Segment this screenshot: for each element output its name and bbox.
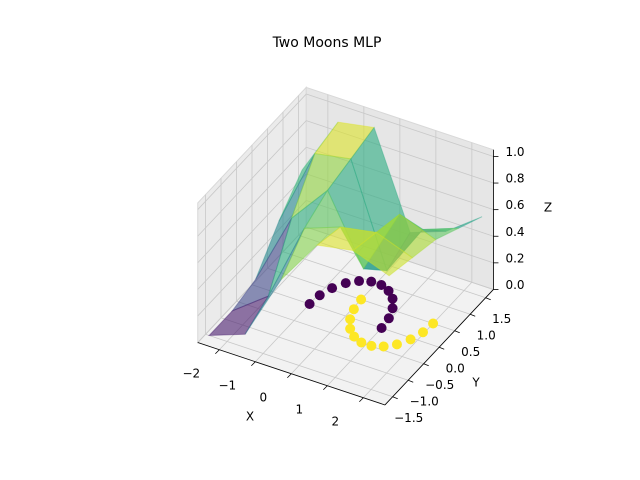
x-tick-label: 2 <box>332 414 340 428</box>
scatter-point <box>345 314 356 325</box>
y-tick-label: 1.0 <box>477 329 496 343</box>
y-tick-label: −1.0 <box>410 395 439 409</box>
z-tick-label: 0.2 <box>505 251 524 265</box>
tick-mark <box>251 361 256 367</box>
y-axis <box>384 289 494 406</box>
z-tick-label: 0.0 <box>505 278 524 292</box>
grid-line <box>282 251 471 315</box>
grid-line <box>197 146 307 264</box>
scatter-point <box>391 339 402 350</box>
tick-mark <box>392 396 398 400</box>
z-tick-label: 0.4 <box>505 225 524 239</box>
tick-mark <box>439 346 445 350</box>
y-tick-label: 1.5 <box>492 312 511 326</box>
tick-mark <box>215 349 220 355</box>
tick-mark <box>485 297 491 301</box>
x-tick-label: −1 <box>218 378 236 392</box>
scatter-point <box>428 318 439 329</box>
scatter-point <box>327 283 338 294</box>
grid-line <box>197 173 307 290</box>
y-tick-label: −0.5 <box>425 378 454 392</box>
scatter-point <box>356 337 367 348</box>
grid-line <box>236 300 424 365</box>
scatter-point <box>348 304 359 315</box>
y-tick-label: −1.5 <box>394 411 423 425</box>
scatter-point <box>354 276 365 287</box>
scatter-point <box>383 313 394 324</box>
scatter-point <box>378 341 389 352</box>
scatter-point <box>345 323 356 334</box>
grid-line <box>205 333 393 398</box>
tick-mark <box>423 363 429 367</box>
tick-mark <box>454 330 460 334</box>
x-tick-label: 1 <box>296 402 304 416</box>
z-tick-label: 1.0 <box>505 145 524 159</box>
grid-line <box>306 93 494 157</box>
scatter-point <box>376 280 387 291</box>
scatter-point <box>340 278 351 289</box>
x-axis-label: X <box>246 410 254 424</box>
scatter-point <box>405 334 416 345</box>
scatter-point <box>366 276 377 287</box>
x-tick-label: −2 <box>182 366 200 380</box>
x-axis <box>197 342 386 406</box>
y-axis-label: Y <box>471 376 480 390</box>
tick-mark <box>287 373 292 379</box>
scatter-point <box>383 285 394 296</box>
z-tick-label: 0.6 <box>505 198 524 212</box>
scatter-point <box>387 303 398 314</box>
x-tick-label: 0 <box>260 390 268 404</box>
chart-title: Two Moons MLP <box>272 35 382 51</box>
tick-mark <box>408 379 414 383</box>
tick-mark <box>359 397 364 403</box>
grid-line <box>197 120 307 237</box>
scatter-point <box>349 331 360 342</box>
y-tick-label: 0.5 <box>461 345 480 359</box>
z-tick-label: 0.8 <box>505 172 524 186</box>
tick-mark <box>323 385 328 391</box>
scatter-point <box>387 293 398 304</box>
grid-line <box>197 93 307 210</box>
tick-mark <box>470 313 476 317</box>
y-tick-label: 0.0 <box>446 362 465 376</box>
z-axis-label: Z <box>544 201 552 215</box>
surface-patch <box>352 231 414 277</box>
scatter-point <box>314 290 325 301</box>
scatter-point <box>356 294 367 305</box>
scatter-point <box>376 323 387 333</box>
scatter-point <box>366 340 377 351</box>
scatter-point <box>304 299 315 309</box>
scatter-point <box>417 327 428 338</box>
grid-line <box>220 317 409 381</box>
